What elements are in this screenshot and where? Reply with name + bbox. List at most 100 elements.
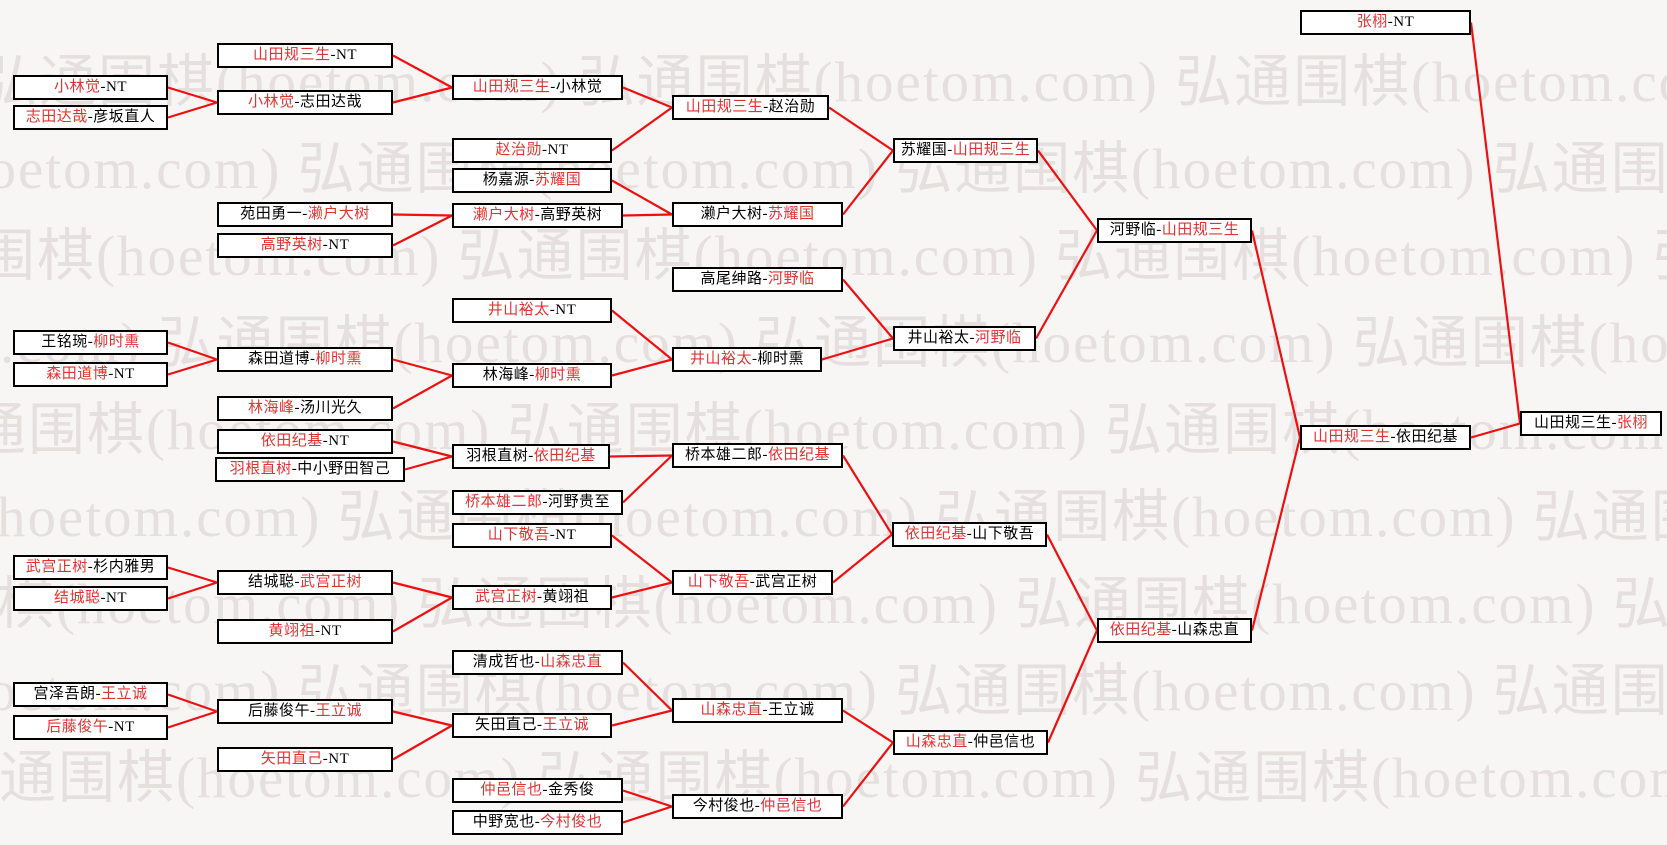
bracket-connector-line: [622, 454, 673, 504]
loser-name: 苏耀国-: [900, 142, 953, 158]
winner-name: 王立诚: [100, 686, 148, 702]
winner-name: 高野英树: [260, 237, 323, 253]
winner-name: 山森忠直: [905, 734, 968, 750]
bracket-node: 林海峰 -汤川光久: [217, 396, 393, 421]
winner-name: 山田规三生: [685, 99, 764, 115]
bracket-connector-line: [392, 596, 453, 633]
bracket-node: 仲邑信也 -金秀俊: [452, 778, 623, 803]
winner-name: 王立诚: [315, 703, 362, 719]
winner-name: 井山裕太: [689, 351, 752, 367]
bracket-connector-line: [392, 214, 453, 247]
loser-name: -山下敬吾: [966, 526, 1035, 542]
bracket-connector-line: [392, 374, 453, 410]
bracket-connector-line: [392, 581, 453, 599]
winner-name: 山田规三生: [952, 142, 1031, 158]
bracket-connector-line: [622, 805, 673, 824]
bracket-connector-line: [167, 710, 218, 729]
bracket-connector-line: [392, 440, 453, 458]
loser-name: -黄翊祖: [537, 589, 589, 605]
bracket-node: 林海峰- 柳时熏: [452, 363, 612, 388]
winner-name: 山田规三生: [472, 79, 551, 95]
bracket-node: 高野英树 -NT: [217, 233, 393, 258]
winner-name: 矢田直己: [260, 751, 323, 767]
loser-name: 结城聪-: [247, 574, 300, 590]
bracket-node: 桥本雄二郎 -河野贵至: [452, 490, 623, 515]
winner-name: 河野临: [767, 271, 815, 287]
bracket-node: 结城聪- 武宫正树: [217, 570, 393, 595]
winner-name: 河野临: [974, 330, 1022, 346]
bracket-connector-line: [167, 341, 218, 361]
loser-name: -金秀俊: [542, 782, 595, 798]
bracket-connector-line: [609, 454, 673, 458]
loser-name: -NT: [108, 366, 135, 382]
bracket-connector-line: [167, 86, 218, 104]
bracket-node: 武宫正树 -黄翊祖: [452, 585, 612, 610]
bracket-node: 矢田直己 -NT: [217, 747, 393, 772]
loser-name: -山森忠直: [1171, 622, 1240, 638]
bracket-connector-line: [1469, 22, 1522, 424]
bracket-node: 小林觉 -志田达哉: [217, 90, 393, 115]
bracket-node: 桥本雄二郎- 依田纪基: [672, 443, 843, 468]
bracket-connector-line: [167, 358, 218, 376]
bracket-connector-line: [392, 54, 453, 89]
loser-name: -NT: [108, 719, 135, 735]
bracket-connector-line: [1470, 422, 1521, 439]
winner-name: 山森忠直: [700, 702, 763, 718]
winner-name: 山田规三生: [1312, 429, 1391, 445]
bracket-node: 王铭琬- 柳时熏: [13, 330, 168, 355]
bracket-node: 杨嘉源- 苏耀国: [452, 168, 612, 193]
winner-name: 张栩: [1616, 415, 1648, 431]
loser-name: 山田规三生-: [1533, 415, 1617, 431]
bracket-connector-line: [842, 709, 894, 744]
loser-name: -汤川光久: [294, 400, 362, 416]
loser-name: -NT: [322, 751, 350, 767]
loser-name: -NT: [549, 302, 577, 318]
loser-name: -NT: [100, 79, 127, 95]
loser-name: -杉内雅男: [87, 559, 156, 575]
bracket-connector-line: [832, 533, 893, 584]
winner-name: 依田纪基: [260, 433, 323, 449]
bracket-connector-line: [622, 86, 673, 109]
loser-name: 高尾绅路-: [700, 271, 768, 287]
bracket-node: 依田纪基 -山下敬吾: [892, 522, 1047, 547]
loser-name: -NT: [549, 527, 577, 543]
bracket-connector-line: [842, 278, 894, 340]
bracket-connector-line: [392, 213, 453, 217]
bracket-node: 濑户大树 -高野英树: [452, 203, 623, 228]
bracket-connector-line: [611, 179, 673, 216]
loser-name: -NT: [542, 142, 569, 158]
loser-name: -河野贵至: [542, 494, 610, 510]
bracket-connector-line: [392, 724, 453, 761]
winner-name: 羽根直树: [229, 461, 292, 477]
loser-name: 河野临-: [1109, 222, 1162, 238]
bracket-node: 赵治勋 -NT: [452, 138, 612, 163]
loser-name: 井山裕太-: [907, 330, 975, 346]
bracket-node: 矢田直己- 王立诚: [452, 713, 612, 738]
bracket-connector-line: [167, 693, 218, 713]
winner-name: 今村俊也: [540, 814, 603, 830]
bracket-connector-line: [611, 709, 673, 727]
winner-name: 武宫正树: [299, 574, 362, 590]
winner-name: 结城聪: [53, 590, 101, 606]
bracket-node: 依田纪基 -山森忠直: [1097, 618, 1252, 643]
loser-name: 清成哲也-: [472, 654, 541, 670]
winner-name: 赵治勋: [495, 142, 542, 158]
winner-name: 依田纪基: [904, 526, 967, 542]
bracket-node: 山田规三生- 张栩: [1520, 411, 1662, 436]
bracket-node: 今村俊也- 仲邑信也: [672, 794, 843, 819]
loser-name: 后藤俊午-: [247, 703, 316, 719]
bracket-node: 森田道博- 柳时熏: [217, 347, 393, 372]
winner-name: 林海峰: [247, 400, 295, 416]
bracket-node: 宫泽吾朗- 王立诚: [13, 682, 168, 707]
winner-name: 张栩: [1356, 14, 1388, 30]
bracket-node: 依田纪基 -NT: [217, 429, 393, 454]
loser-name: 矢田直己-: [474, 717, 543, 733]
bracket-connector-line: [842, 454, 893, 536]
bracket-node: 结城聪 -NT: [13, 586, 168, 611]
loser-name: -NT: [322, 237, 350, 253]
bracket-node: 濑户大树- 苏耀国: [672, 202, 843, 227]
loser-name: 森田道博-: [247, 351, 316, 367]
loser-name: -志田达哉: [294, 94, 362, 110]
bracket-node: 河野临- 山田规三生: [1097, 218, 1252, 243]
